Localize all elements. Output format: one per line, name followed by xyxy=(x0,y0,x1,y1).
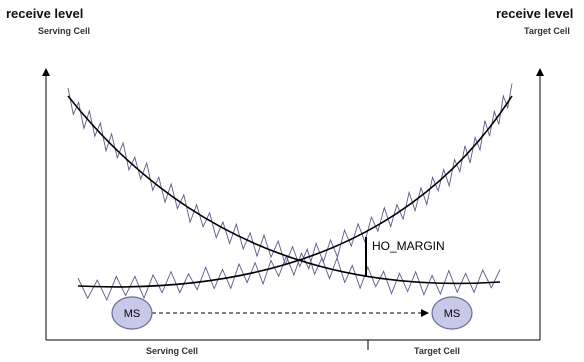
target-cell-trend-curve xyxy=(77,95,513,288)
ms-start-label: MS xyxy=(124,308,141,320)
ms-end-node: MS xyxy=(431,296,473,330)
right-axis-subtitle: Target Cell xyxy=(524,26,570,36)
bottom-target-cell-label: Target Cell xyxy=(414,346,460,356)
serving-cell-trend-curve xyxy=(67,95,501,285)
right-axis-title: receive level xyxy=(496,6,574,21)
ho-margin-label: HO_MARGIN xyxy=(372,239,445,253)
left-axis-title: receive level xyxy=(6,6,84,21)
target-cell-noisy-signal xyxy=(77,83,513,302)
bottom-serving-cell-label: Serving Cell xyxy=(146,346,199,356)
left-axis-subtitle: Serving Cell xyxy=(38,26,91,36)
ms-start-node: MS xyxy=(111,296,153,330)
ms-end-label: MS xyxy=(444,308,461,320)
serving-cell-noisy-signal xyxy=(67,87,501,297)
